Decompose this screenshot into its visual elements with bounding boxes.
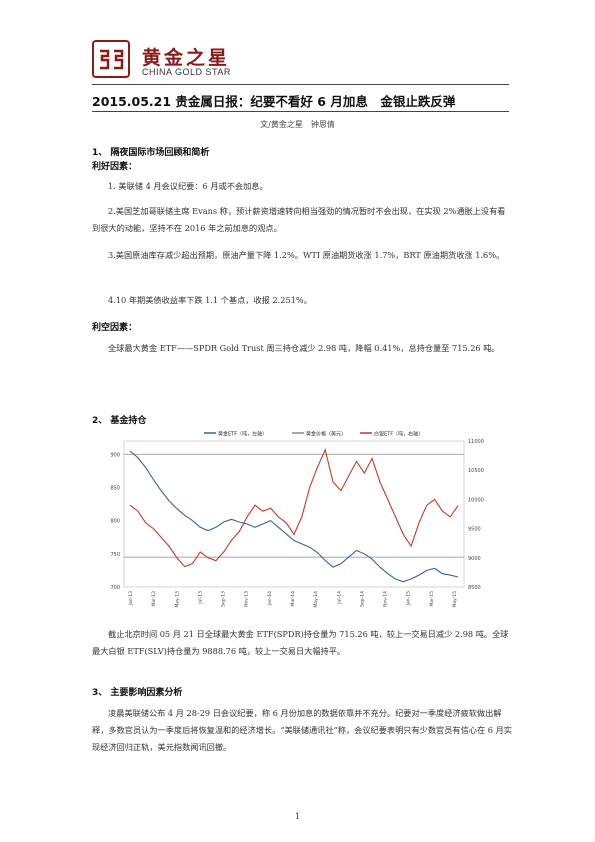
x-tick-label: May-13 — [174, 591, 180, 608]
left-tick-label: 750 — [110, 552, 120, 558]
x-tick-label: Jul-14 — [336, 591, 342, 605]
x-tick-label: Mar-15 — [429, 591, 435, 607]
x-tick-label: Sep-14 — [359, 591, 365, 607]
bearish-label: 利空因素： — [92, 323, 138, 333]
x-tick-label: Jan-15 — [406, 591, 412, 606]
x-tick-label: Jan-13 — [128, 591, 134, 606]
bullish-item-1: 1. 美联储 4 月会议纪要：6 月或不会加息。 — [108, 181, 268, 191]
logo-name-cn: 黄金之星 — [142, 47, 231, 69]
page-number: 1 — [294, 812, 301, 821]
right-tick-label: 8500 — [468, 585, 481, 591]
gold-etf-line — [129, 450, 459, 583]
left-tick-label: 700 — [110, 585, 120, 591]
series-lines — [124, 448, 464, 583]
bearish-item: 全球最大黄金 ETF——SPDR Gold Trust 周三持仓减少 2.98 … — [108, 343, 500, 353]
bullish-item-4: 4.10 年期美债收益率下跌 1.1 个基点，收报 2.251%。 — [108, 295, 312, 305]
report-title: 2015.05.21 贵金属日报：纪要不看好 6 月加息 金银止跌反弹 — [92, 94, 456, 109]
legend-label: 黄金ETF（吨，左轴） — [218, 431, 267, 438]
left-tick-label: 800 — [110, 519, 120, 525]
left-axis: 900 850 800 750 700 — [110, 452, 120, 591]
holdings-caption: 截止北京时间 05 月 21 日全球最大黄金 ETF(SPDR)持仓量为 715… — [92, 629, 509, 656]
x-tick-label: May-14 — [313, 591, 319, 608]
bullish-item-2: 2.美国芝加哥联储主席 Evans 称，预计薪资增速转向相当强劲的情况暂时不会出… — [92, 206, 506, 233]
right-tick-label: 9000 — [468, 556, 481, 562]
legend-label: 黄金价格（美元） — [306, 431, 346, 438]
bullish-item-3: 3.美国原油库存减少超出预期，原油产量下降 1.2%。WTI 原油期货收涨 1.… — [108, 250, 505, 260]
legend-label: 白银ETF（吨，右轴） — [374, 431, 423, 438]
x-tick-label: Nov-14 — [383, 591, 389, 607]
x-tick-label: May-15 — [452, 591, 458, 608]
right-tick-label: 10500 — [468, 468, 484, 474]
right-tick-label: 11000 — [468, 439, 484, 445]
x-tick-label: Jul-13 — [197, 591, 203, 605]
x-tick-label: Sep-13 — [221, 591, 227, 607]
section-3-heading: 3、 主要影响因素分析 — [92, 688, 183, 698]
title-divider — [92, 111, 509, 112]
right-tick-label: 10000 — [468, 497, 484, 503]
bullish-label: 利好因素： — [92, 162, 138, 172]
right-tick-label: 9500 — [468, 527, 481, 533]
x-tick-label: Jan-14 — [267, 591, 273, 606]
left-tick-label: 850 — [110, 485, 120, 491]
analysis-paragraph: 凌晨美联储公布 4 月 28-29 日会议纪要，称 6 月份加息的数据依靠并不充… — [92, 708, 512, 752]
byline: 文/黄金之星 钟思倩 — [260, 120, 335, 129]
logo-name-en: CHINA GOLD STAR — [142, 67, 231, 77]
section-1-heading: 1、 隔夜国际市场回顾和简析 — [92, 148, 210, 158]
fund-holdings-chart: 黄金ETF（吨，左轴） 黄金价格（美元） 白银ETF（吨，右轴） 900 850 800… — [92, 427, 508, 622]
left-tick-label: 900 — [110, 452, 120, 458]
right-axis: 11000 10500 10000 9500 9000 8500 — [468, 439, 484, 591]
x-axis: Jan-13 Mar-13 May-13 Jul-13 Sep-13 Nov-13 Jan-… — [128, 591, 458, 608]
logo-mark — [92, 40, 130, 78]
silver-etf-line — [129, 448, 459, 568]
plot-area — [123, 440, 465, 588]
x-tick-label: Mar-13 — [151, 591, 157, 607]
x-tick-label: Nov-13 — [244, 591, 250, 607]
section-2-heading: 2、 基金持仓 — [92, 416, 147, 426]
chart-legend: 黄金ETF（吨，左轴） 黄金价格（美元） 白银ETF（吨，右轴） — [204, 431, 423, 438]
x-tick-label: Mar-14 — [290, 591, 296, 607]
header-divider — [92, 84, 509, 85]
